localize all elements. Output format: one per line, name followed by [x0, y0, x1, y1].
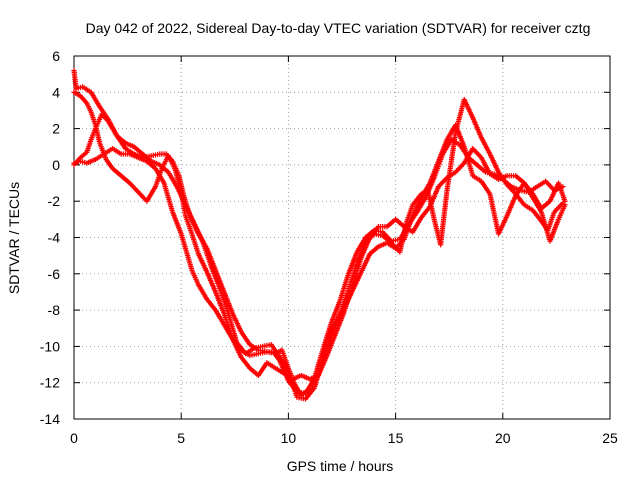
y-tick-label: 2	[52, 121, 60, 137]
data-series-layer	[71, 67, 568, 402]
series-track-a	[71, 67, 566, 399]
x-tick-label: 15	[388, 430, 404, 446]
x-tick-label: 10	[281, 430, 297, 446]
data-point	[562, 202, 568, 208]
y-tick-label: 6	[52, 48, 60, 64]
x-tick-label: 25	[602, 430, 618, 446]
x-tick-label: 0	[70, 430, 78, 446]
series-track-c	[71, 96, 566, 402]
x-tick-label: 5	[177, 430, 185, 446]
y-tick-label: 4	[52, 84, 60, 100]
y-axis-label: SDTVAR / TECUs	[6, 182, 22, 294]
y-tick-label: -10	[40, 338, 60, 354]
y-tick-label: 0	[52, 157, 60, 173]
axes: 0 5 10 15 20 25 -14 -12 -10 -8 -6 -4 -2 0 2 4 6	[40, 48, 618, 446]
x-axis-label: GPS time / hours	[287, 458, 394, 474]
series-track-d	[71, 122, 568, 397]
y-tick-label: -4	[48, 230, 61, 246]
chart-title: Day 042 of 2022, Sidereal Day-to-day VTE…	[86, 20, 591, 36]
y-tick-label: -14	[40, 411, 60, 427]
x-tick-label: 20	[495, 430, 511, 446]
y-tick-label: -2	[48, 193, 61, 209]
y-tick-label: -6	[48, 266, 61, 282]
y-tick-label: -12	[40, 375, 60, 391]
grid-lines	[74, 56, 610, 419]
y-tick-label: -8	[48, 302, 61, 318]
series-track-b	[71, 89, 568, 382]
